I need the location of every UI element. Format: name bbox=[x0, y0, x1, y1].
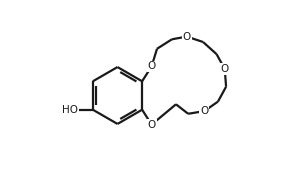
Text: O: O bbox=[183, 32, 191, 42]
Text: O: O bbox=[148, 61, 156, 71]
Text: O: O bbox=[148, 120, 156, 130]
Text: O: O bbox=[220, 64, 229, 74]
Text: O: O bbox=[200, 106, 208, 116]
Text: HO: HO bbox=[62, 105, 78, 115]
